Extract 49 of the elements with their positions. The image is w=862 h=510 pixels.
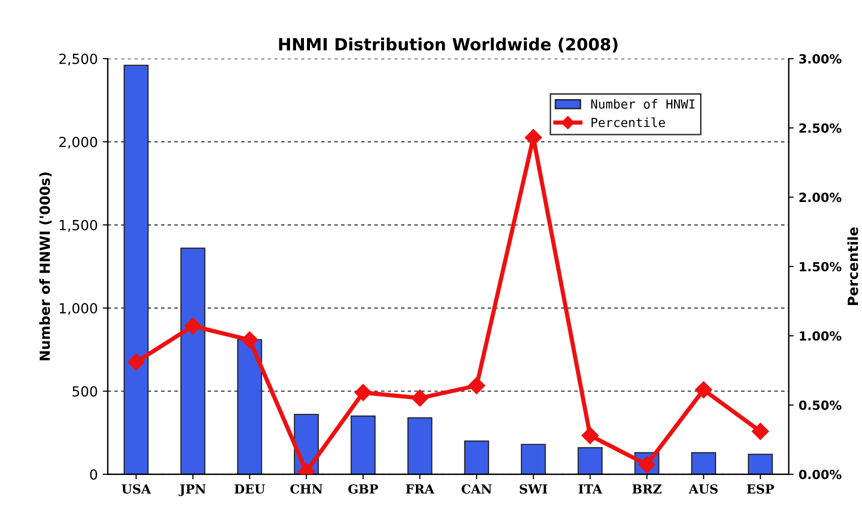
- y2-tick-label: 2.50%: [799, 123, 842, 133]
- point: [468, 377, 486, 394]
- bar: [180, 248, 206, 474]
- x-tick-label: GBP: [348, 484, 378, 494]
- bar: [578, 447, 603, 474]
- y-tick-label: 2,000: [59, 136, 98, 149]
- y-tick-label: 2,500: [59, 54, 98, 66]
- x-tick-label: FRA: [406, 484, 434, 494]
- y2-tick-label: 1.50%: [800, 262, 842, 272]
- x-tick-label: DEU: [234, 484, 265, 494]
- legend-label: Number of HNWI: [591, 99, 695, 109]
- y-tick-label: 1,500: [60, 220, 98, 232]
- x-tick-label: ESP: [746, 484, 774, 494]
- y-tick-label: 1,000: [60, 303, 98, 315]
- x-tick-label: ITA: [578, 484, 602, 494]
- y2-tick-label: 3.00%: [799, 54, 842, 64]
- x-tick-label: JPN: [178, 484, 206, 496]
- point: [582, 426, 599, 444]
- point: [695, 381, 712, 398]
- y2-tick-label: 1.00%: [800, 331, 842, 341]
- x-tick-label: AUS: [688, 484, 718, 494]
- point: [411, 390, 428, 407]
- y2-axis-title: Percentile: [847, 227, 858, 305]
- y2-tick-label: 0.00%: [799, 470, 842, 480]
- y2-tick-label: 0.50%: [799, 400, 842, 410]
- bar: [407, 417, 432, 474]
- x-tick-label: CAN: [462, 484, 492, 494]
- chart-title: HNMI Distribution Worldwide (2008): [279, 38, 618, 53]
- legend-label: Percentile: [592, 117, 665, 128]
- bar: [520, 444, 546, 474]
- x-tick-label: SWI: [520, 484, 548, 494]
- point: [354, 384, 372, 402]
- bar: [237, 339, 262, 474]
- y2-tick-label: 2.00%: [799, 192, 842, 202]
- bar: [748, 454, 773, 474]
- bar: [691, 452, 716, 474]
- x-tick-label: CHN: [290, 484, 322, 494]
- y-tick-label: 0: [90, 469, 98, 480]
- bar: [464, 440, 490, 474]
- y-tick-label: 500: [72, 386, 98, 397]
- point: [752, 422, 769, 440]
- point: [184, 318, 202, 335]
- bar: [350, 416, 376, 474]
- point: [128, 354, 145, 371]
- point: [241, 331, 258, 348]
- x-tick-label: USA: [122, 484, 152, 494]
- y-axis-title: Number of HNWI ('000s): [39, 172, 52, 360]
- x-tick-label: BRZ: [632, 484, 662, 494]
- bar: [124, 64, 149, 474]
